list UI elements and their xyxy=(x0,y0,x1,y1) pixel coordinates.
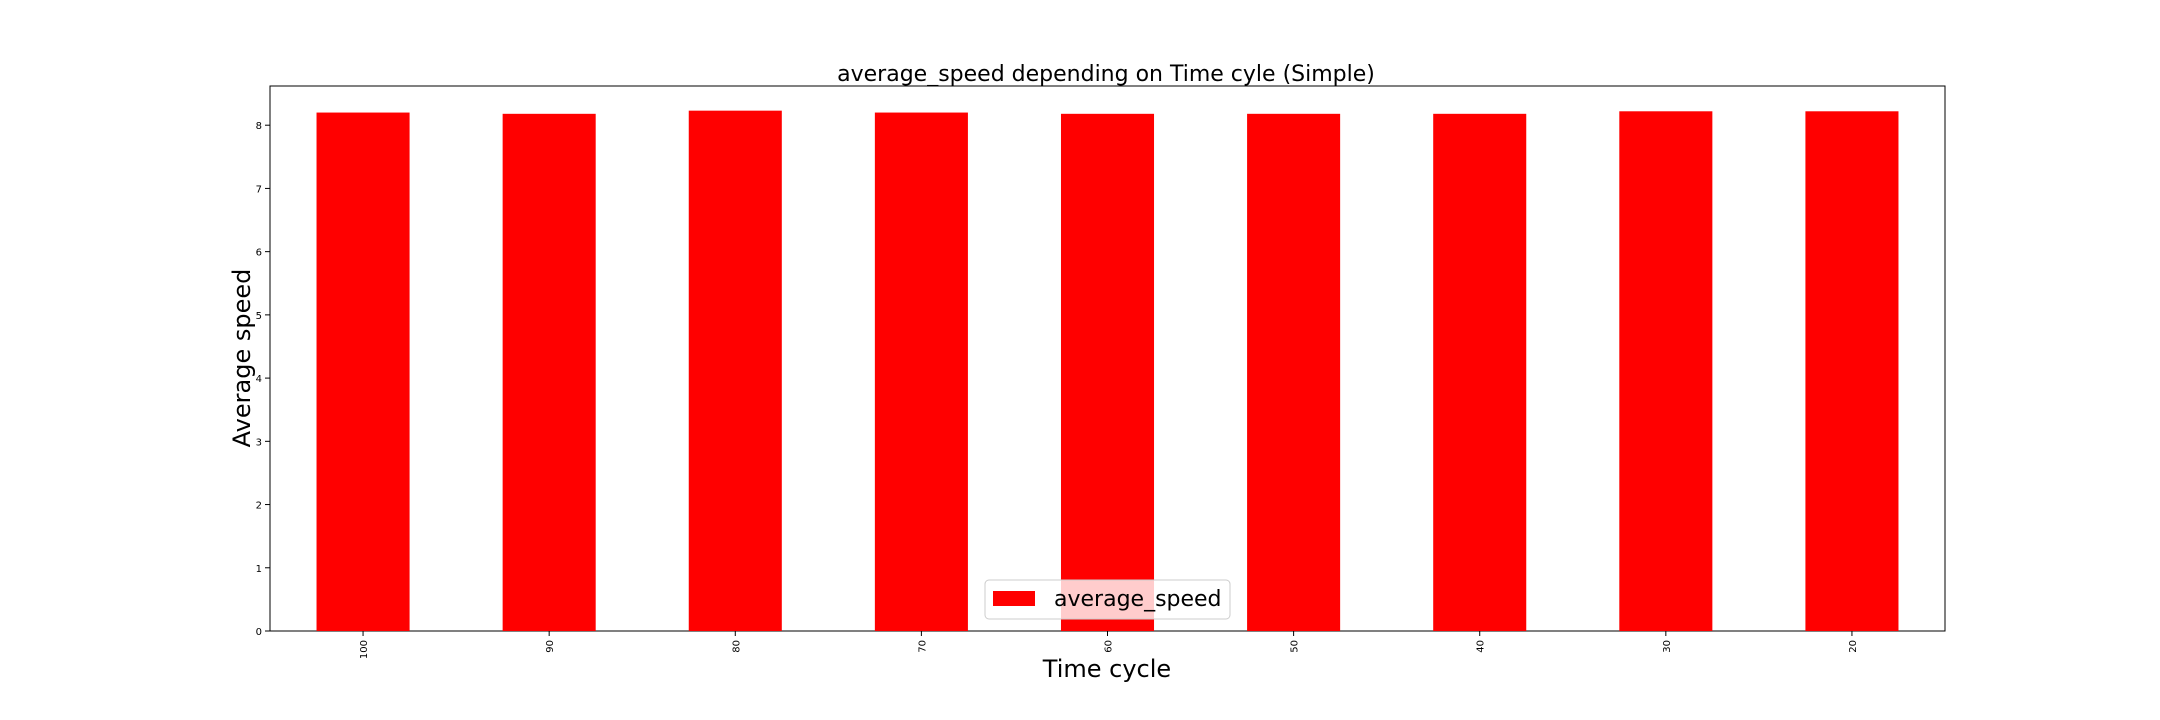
bar-70 xyxy=(874,112,968,632)
legend-label: average_speed xyxy=(1054,587,1222,612)
y-tick-label: 3 xyxy=(256,437,262,448)
x-axis-label: Time cycle xyxy=(1042,655,1171,683)
y-tick-label: 4 xyxy=(256,374,262,385)
x-tick-label: 80 xyxy=(731,640,742,653)
y-axis-label: Average speed xyxy=(228,269,256,448)
bar-90 xyxy=(502,113,596,631)
x-tick-label: 70 xyxy=(917,640,928,653)
bar-30 xyxy=(1619,111,1713,631)
x-tick-label: 100 xyxy=(359,640,370,659)
y-tick-label: 2 xyxy=(256,501,262,512)
bar-100 xyxy=(316,112,410,632)
legend-box xyxy=(984,579,1231,620)
chart-title: average_speed depending on Time cyle (Si… xyxy=(837,62,1375,87)
y-tick-label: 7 xyxy=(256,184,262,195)
y-tick-label: 0 xyxy=(256,627,262,638)
y-tick-label: 5 xyxy=(256,311,262,322)
y-tick-label: 8 xyxy=(256,121,262,132)
x-tick-label: 40 xyxy=(1476,640,1487,653)
bar-40 xyxy=(1433,113,1527,631)
bar-60 xyxy=(1060,113,1155,631)
y-tick-label: 6 xyxy=(256,248,262,259)
bar-20 xyxy=(1805,111,1899,631)
legend-swatch xyxy=(993,591,1035,606)
legend: average_speed xyxy=(984,579,1231,620)
x-tick-label: 20 xyxy=(1848,640,1859,653)
bar-50 xyxy=(1247,113,1341,631)
x-axis-ticks: 100 90 80 70 60 50 40 30 20 xyxy=(359,631,1859,659)
y-tick-label: 1 xyxy=(256,564,262,575)
x-tick-label: 90 xyxy=(545,640,556,653)
x-tick-label: 50 xyxy=(1290,640,1301,653)
x-tick-label: 30 xyxy=(1662,640,1673,653)
bars-group xyxy=(316,110,1899,632)
bar-80 xyxy=(688,110,782,631)
plot-area: 100 90 80 70 60 50 40 30 20 0 1 2 3 4 5 6 7 8 xyxy=(256,85,1946,659)
x-tick-label: 60 xyxy=(1104,640,1115,653)
y-axis-ticks: 0 1 2 3 4 5 6 7 8 xyxy=(256,121,270,638)
